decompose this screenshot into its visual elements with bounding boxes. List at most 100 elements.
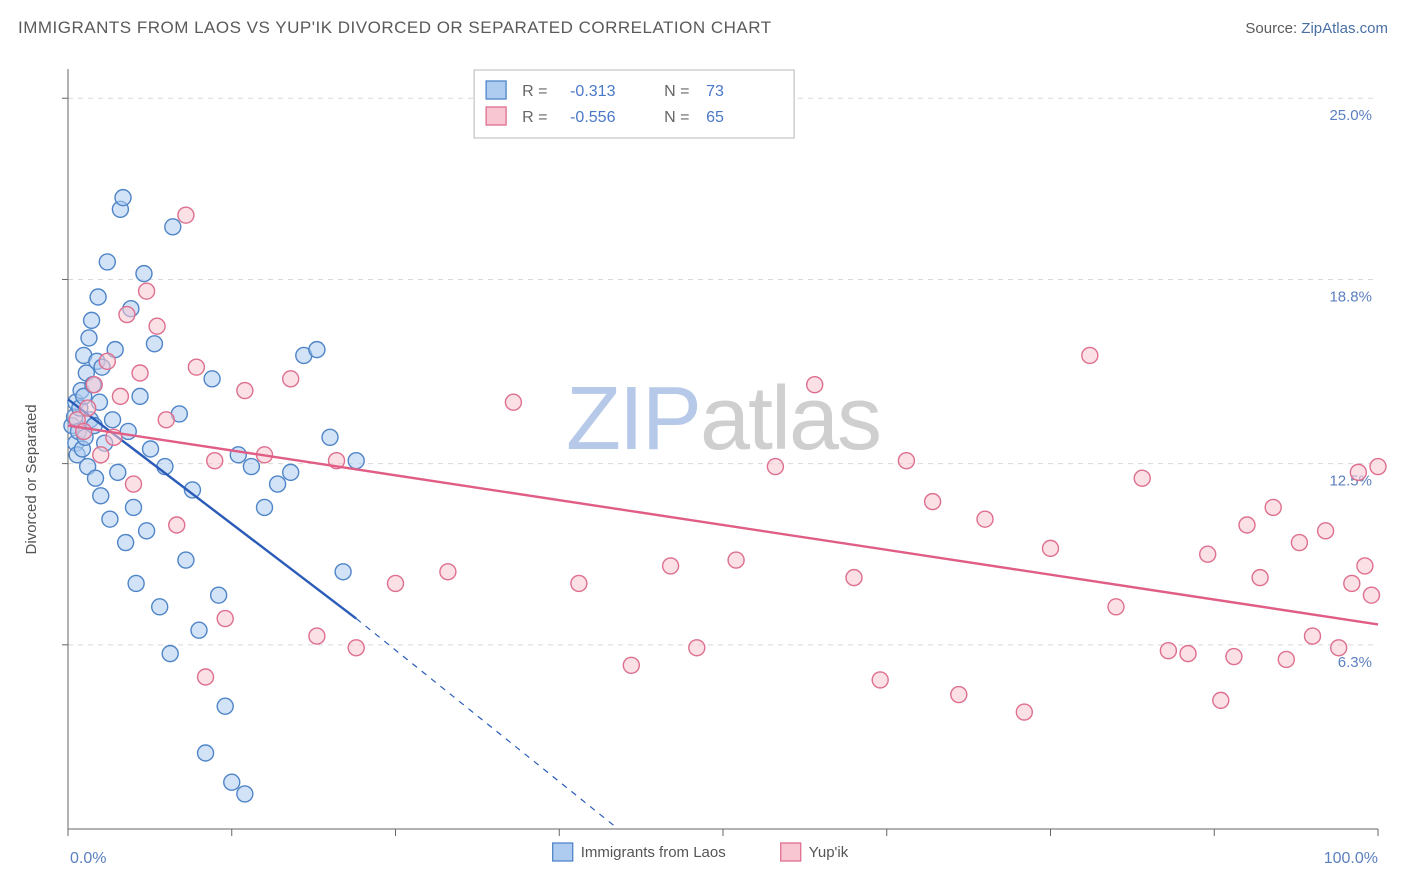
data-point	[348, 453, 364, 469]
data-point	[81, 330, 97, 346]
data-point	[84, 312, 100, 328]
data-point	[1265, 499, 1281, 515]
data-point	[136, 266, 152, 282]
data-point	[76, 423, 92, 439]
data-point	[898, 453, 914, 469]
data-point	[440, 564, 456, 580]
legend-r-value: -0.556	[570, 109, 615, 126]
y-tick-label: 18.8%	[1329, 288, 1372, 305]
data-point	[105, 412, 121, 428]
y-axis-label: Divorced or Separated	[23, 404, 40, 554]
data-point	[283, 464, 299, 480]
series-swatch	[553, 843, 573, 861]
data-point	[1213, 692, 1229, 708]
data-point	[126, 476, 142, 492]
data-point	[120, 423, 136, 439]
data-point	[86, 377, 102, 393]
data-point	[322, 429, 338, 445]
data-point	[132, 388, 148, 404]
data-point	[139, 523, 155, 539]
data-point	[1278, 651, 1294, 667]
data-point	[257, 499, 273, 515]
data-point	[118, 535, 134, 551]
y-tick-label: 6.3%	[1338, 654, 1372, 671]
data-point	[169, 517, 185, 533]
data-point	[1082, 347, 1098, 363]
data-point	[663, 558, 679, 574]
correlation-scatter-chart: 6.3%12.5%18.8%25.0%ZIPatlasDivorced or S…	[18, 55, 1388, 882]
data-point	[149, 318, 165, 334]
data-point	[1370, 459, 1386, 475]
data-point	[309, 628, 325, 644]
data-point	[188, 359, 204, 375]
legend-swatch	[486, 81, 506, 99]
data-point	[224, 774, 240, 790]
watermark: ZIPatlas	[566, 369, 880, 469]
data-point	[237, 383, 253, 399]
data-point	[88, 470, 104, 486]
data-point	[728, 552, 744, 568]
data-point	[571, 575, 587, 591]
data-point	[99, 353, 115, 369]
data-point	[807, 377, 823, 393]
data-point	[1344, 575, 1360, 591]
series-label: Yup'ik	[809, 844, 849, 861]
data-point	[846, 570, 862, 586]
data-point	[230, 447, 246, 463]
source-link[interactable]: ZipAtlas.com	[1301, 20, 1388, 37]
data-point	[191, 622, 207, 638]
data-point	[767, 459, 783, 475]
data-point	[243, 459, 259, 475]
x-max-label: 100.0%	[1324, 850, 1378, 867]
data-point	[309, 342, 325, 358]
data-point	[283, 371, 299, 387]
data-point	[126, 499, 142, 515]
data-point	[93, 447, 109, 463]
data-point	[139, 283, 155, 299]
data-point	[110, 464, 126, 480]
data-point	[146, 336, 162, 352]
data-point	[217, 611, 233, 627]
chart-container: 6.3%12.5%18.8%25.0%ZIPatlasDivorced or S…	[18, 55, 1388, 882]
legend-n-value: 73	[706, 83, 724, 100]
legend-n-label: N =	[664, 109, 689, 126]
legend-r-label: R =	[522, 83, 547, 100]
data-point	[1252, 570, 1268, 586]
data-point	[1108, 599, 1124, 615]
series-label: Immigrants from Laos	[581, 844, 726, 861]
data-point	[158, 412, 174, 428]
data-point	[211, 587, 227, 603]
data-point	[505, 394, 521, 410]
data-point	[237, 786, 253, 802]
data-point	[270, 476, 286, 492]
data-point	[80, 400, 96, 416]
data-point	[198, 745, 214, 761]
legend-r-value: -0.313	[570, 83, 615, 100]
data-point	[623, 657, 639, 673]
data-point	[1331, 640, 1347, 656]
data-point	[1291, 535, 1307, 551]
series-swatch	[781, 843, 801, 861]
data-point	[1016, 704, 1032, 720]
data-point	[143, 441, 159, 457]
data-point	[1305, 628, 1321, 644]
data-point	[1200, 546, 1216, 562]
data-point	[1226, 649, 1242, 665]
data-point	[335, 564, 351, 580]
data-point	[1357, 558, 1373, 574]
data-point	[132, 365, 148, 381]
y-tick-label: 25.0%	[1329, 107, 1372, 124]
data-point	[925, 494, 941, 510]
header-bar: IMMIGRANTS FROM LAOS VS YUP'IK DIVORCED …	[18, 18, 1388, 38]
data-point	[198, 669, 214, 685]
data-point	[102, 511, 118, 527]
data-point	[90, 289, 106, 305]
data-point	[388, 575, 404, 591]
data-point	[112, 388, 128, 404]
data-point	[951, 687, 967, 703]
data-point	[93, 488, 109, 504]
data-point	[1363, 587, 1379, 603]
data-point	[204, 371, 220, 387]
data-point	[99, 254, 115, 270]
data-point	[977, 511, 993, 527]
